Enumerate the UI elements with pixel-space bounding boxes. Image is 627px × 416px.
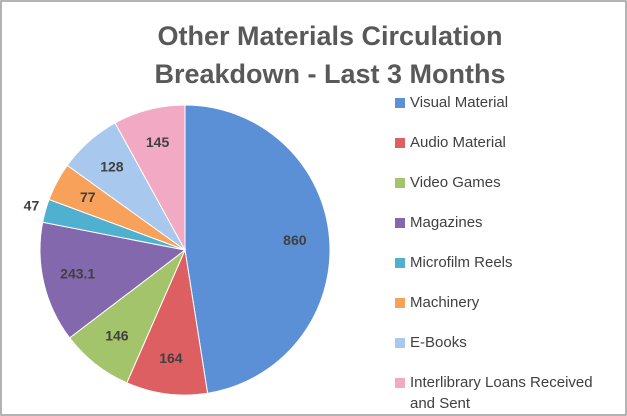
legend-swatch — [395, 138, 405, 148]
data-label: 164 — [159, 350, 183, 366]
data-label: 77 — [80, 189, 96, 205]
data-label: 47 — [24, 197, 40, 213]
chart-title: Breakdown - Last 3 Months — [154, 59, 505, 89]
legend-label: Audio Material — [410, 134, 506, 151]
data-label: 243.1 — [60, 266, 95, 282]
data-label: 860 — [283, 232, 307, 248]
data-label: 146 — [105, 327, 129, 343]
legend-swatch — [395, 298, 405, 308]
legend-label: Visual Material — [410, 94, 508, 111]
data-label: 145 — [146, 134, 170, 150]
legend-swatch — [395, 378, 405, 388]
chart-title: Other Materials Circulation — [157, 21, 502, 51]
pie-slice — [114, 104, 186, 251]
legend-swatch — [395, 258, 405, 268]
legend-label: Interlibrary Loans Received and Sent — [410, 374, 593, 412]
legend-label: Microfilm Reels — [410, 254, 513, 271]
pie-slice — [39, 221, 187, 339]
pie-slice — [184, 104, 331, 394]
legend-label: Magazines — [410, 214, 483, 231]
legend-swatch — [395, 338, 405, 348]
legend-swatch — [395, 178, 405, 188]
legend-label: Video Games — [410, 174, 501, 191]
legend-label: E-Books — [410, 334, 467, 351]
pie-slice — [126, 248, 209, 396]
legend-swatch — [395, 218, 405, 228]
legend-label: Machinery — [410, 294, 480, 311]
legend-swatch — [395, 98, 405, 108]
data-label: 128 — [100, 158, 124, 174]
